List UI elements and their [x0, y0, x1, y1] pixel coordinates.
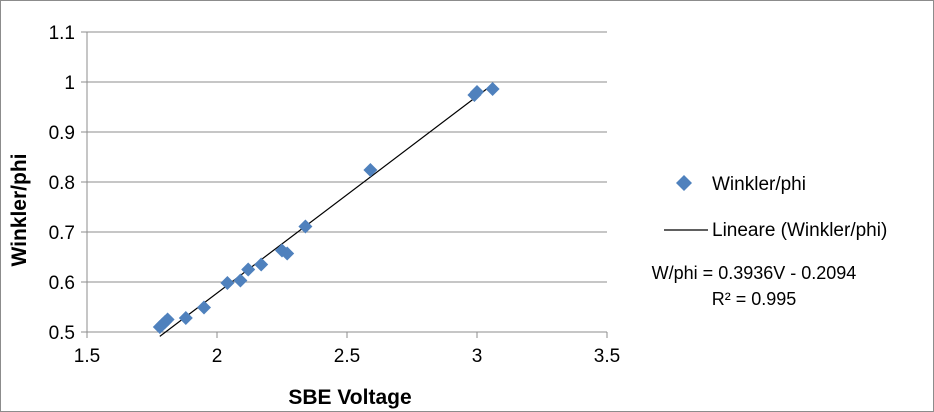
data-points: [152, 82, 500, 334]
data-point: [160, 312, 175, 327]
y-tick-label: 0.8: [49, 173, 75, 194]
grid-lines: [87, 31, 607, 283]
y-tick-label: 0.7: [49, 223, 75, 244]
x-axis-ticks: 1.5 2 2.5 3 3.5: [74, 332, 620, 367]
y-tick-label: 1.1: [49, 23, 75, 44]
x-tick-label: 3: [472, 346, 483, 367]
trendline-group: [159, 84, 493, 337]
data-point: [280, 246, 295, 261]
data-point: [298, 219, 313, 234]
legend-marker-diamond: [676, 175, 692, 191]
legend: Winkler/phi Lineare (Winkler/phi): [664, 174, 887, 241]
y-axis-ticks: 0.5 0.6 0.7 0.8 0.9 1 1.1: [49, 23, 87, 344]
y-tick-label: 0.9: [49, 123, 75, 144]
y-axis-title: Winkler/phi: [8, 154, 31, 267]
y-tick-label: 1: [64, 73, 75, 94]
data-point: [363, 163, 378, 177]
data-point: [470, 85, 484, 99]
trendline: [159, 84, 493, 337]
x-tick-label: 2.5: [334, 346, 360, 367]
x-axis-title: SBE Voltage: [288, 386, 411, 409]
legend-series-label: Winkler/phi: [712, 174, 806, 195]
legend-trend-label: Lineare (Winkler/phi): [712, 220, 887, 241]
trend-equation: W/phi = 0.3936V - 0.2094: [652, 263, 857, 283]
data-point: [254, 257, 269, 272]
data-point: [241, 262, 256, 277]
x-tick-label: 2: [212, 346, 223, 367]
data-point: [485, 82, 500, 96]
r-squared-label: R² = 0.995: [712, 289, 797, 309]
x-tick-label: 3.5: [594, 346, 620, 367]
y-tick-label: 0.5: [49, 323, 75, 344]
data-point: [197, 300, 211, 315]
data-point: [220, 276, 235, 290]
data-point: [233, 273, 248, 288]
y-tick-label: 0.6: [49, 273, 75, 294]
data-point: [178, 311, 193, 325]
x-tick-label: 1.5: [74, 346, 100, 367]
